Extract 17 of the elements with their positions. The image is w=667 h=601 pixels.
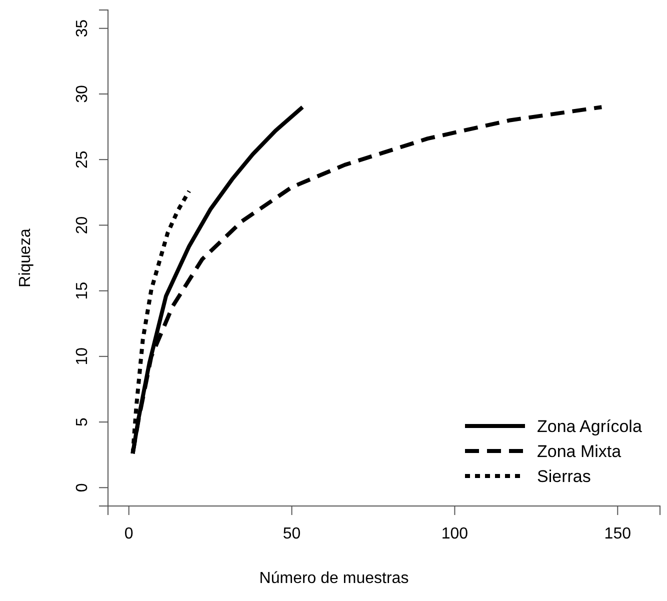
y-tick-label: 0 [74,483,91,492]
x-tick-label: 0 [124,525,134,542]
y-tick-label: 5 [74,417,91,426]
y-tick-label: 25 [74,150,91,168]
legend-label: Zona Agrícola [537,417,642,436]
x-tick-label: 50 [282,525,301,542]
y-tick-label: 30 [74,84,91,103]
x-tick-label: 100 [441,525,468,542]
legend-label: Zona Mixta [537,442,622,461]
y-tick-label: 10 [74,347,91,366]
y-tick-label: 20 [74,216,91,234]
y-tick-label: 15 [74,282,91,300]
x-axis-title: Número de muestras [259,570,409,587]
y-axis-title: Riqueza [17,228,34,288]
y-tick-label: 35 [74,19,91,38]
legend-label: Sierras [537,467,591,486]
x-tick-label: 150 [604,525,632,542]
